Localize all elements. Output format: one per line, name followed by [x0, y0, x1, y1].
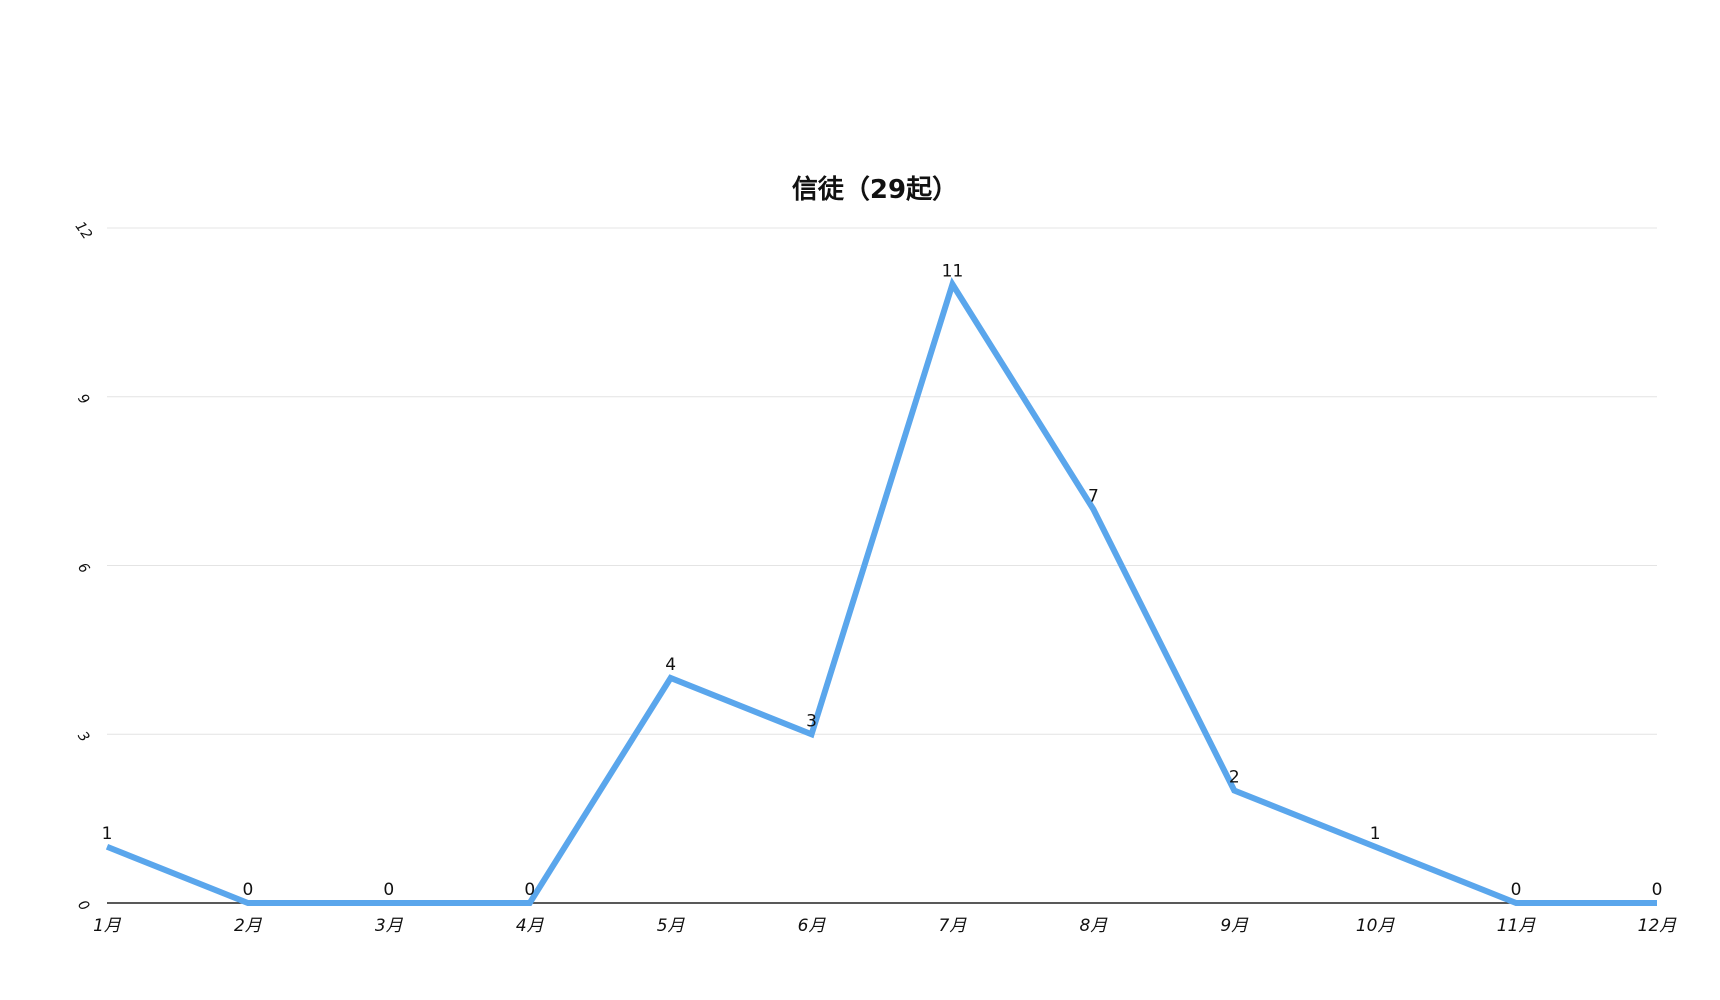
grid-layer: [107, 227, 1657, 904]
x-tick-label: 5月: [657, 916, 686, 936]
x-tick-label: 9月: [1220, 916, 1249, 936]
x-tick-label: 11月: [1497, 916, 1537, 936]
data-label: 1: [1370, 824, 1381, 844]
x-tick-label: 8月: [1079, 916, 1108, 936]
data-label: 11: [942, 261, 964, 281]
x-tick-label: 10月: [1356, 916, 1396, 936]
x-tick-label: 7月: [939, 916, 968, 936]
y-tick-label: 9: [74, 391, 92, 408]
chart-title: 信徒（29起）: [792, 175, 958, 205]
x-tick-label: 12月: [1638, 916, 1678, 936]
x-axis: 1月 2月 3月 4月 5月 6月 7月 8月 9月 10月 11月 12月: [93, 916, 1677, 936]
y-tick-label: 3: [74, 729, 92, 745]
y-tick-label: 0: [74, 897, 92, 914]
data-label: 4: [665, 655, 676, 675]
series-layer: [105, 277, 1657, 906]
data-label: 0: [524, 880, 535, 900]
data-label: 0: [1652, 880, 1663, 900]
data-labels: 1 0 0 0 4 3 11 7 2 1 0 0: [102, 261, 1663, 900]
data-label: 3: [806, 711, 817, 731]
data-label: 0: [383, 880, 394, 900]
y-tick-label: 12: [72, 219, 95, 243]
x-tick-label: 1月: [93, 916, 122, 936]
data-label: 0: [1511, 880, 1522, 900]
x-tick-label: 6月: [798, 916, 827, 936]
data-label: 1: [102, 824, 113, 844]
x-tick-label: 3月: [375, 916, 404, 936]
y-tick-label: 6: [74, 560, 92, 577]
x-tick-label: 4月: [516, 916, 545, 936]
data-label: 7: [1088, 486, 1099, 506]
series-line: [105, 277, 1657, 906]
data-label: 0: [242, 880, 253, 900]
data-label: 2: [1229, 768, 1240, 788]
y-axis: 0 3 6 9 12: [72, 219, 95, 914]
x-tick-label: 2月: [234, 916, 263, 936]
